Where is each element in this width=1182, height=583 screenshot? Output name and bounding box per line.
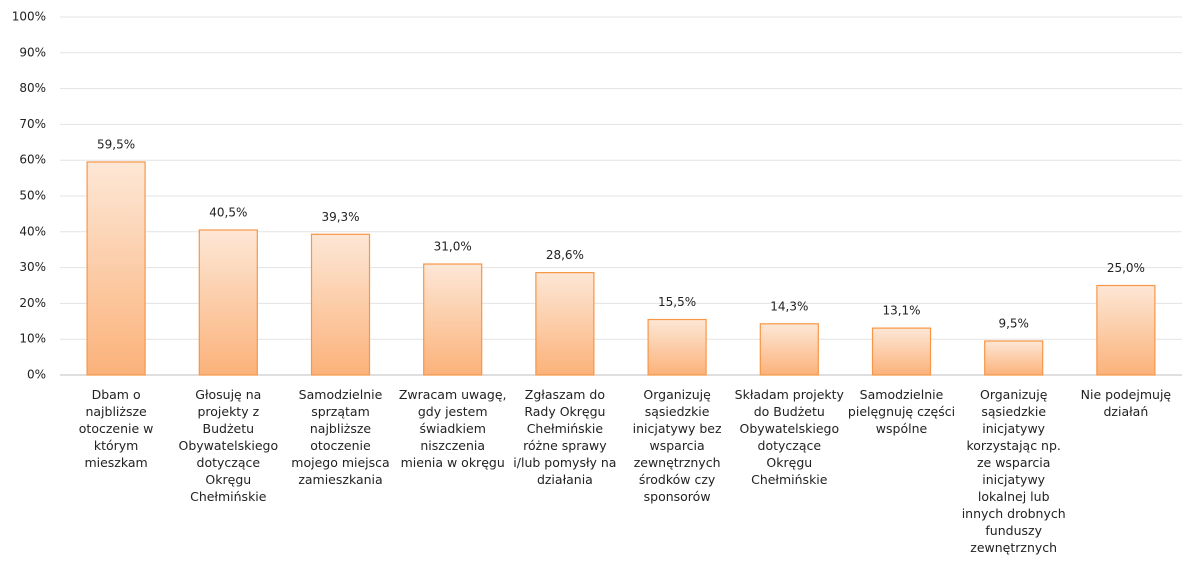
bar — [423, 263, 483, 376]
value-label: 25,0% — [1107, 261, 1145, 275]
x-tick-label: Zgłaszam do Rady Okręgu Chełmińskie różn… — [513, 387, 617, 487]
value-label: 39,3% — [321, 210, 359, 224]
bar — [759, 323, 819, 376]
value-label: 9,5% — [998, 316, 1029, 330]
y-tick-label: 0% — [27, 368, 46, 382]
x-tick-label: Organizuję sąsiedzkie inicjatywy bez wsp… — [632, 387, 722, 504]
y-tick-label: 70% — [19, 117, 46, 131]
y-tick-label: 80% — [19, 81, 46, 95]
value-label: 28,6% — [546, 248, 584, 262]
y-tick-label: 10% — [19, 332, 46, 346]
y-tick-label: 20% — [19, 296, 46, 310]
y-tick-label: 90% — [19, 45, 46, 59]
bar — [535, 272, 595, 376]
value-label: 15,5% — [658, 295, 696, 309]
x-tick-label: Zwracam uwagę, gdy jestem świadkiem nisz… — [398, 387, 507, 470]
y-tick-label: 50% — [19, 189, 46, 203]
value-label: 31,0% — [434, 240, 472, 254]
y-tick-label: 100% — [12, 10, 46, 24]
x-tick-label: Nie podejmuję działań — [1080, 387, 1172, 419]
x-tick-label: Organizuję sąsiedzkie inicjatywy korzyst… — [961, 387, 1066, 555]
y-tick-label: 60% — [19, 153, 46, 167]
value-label: 59,5% — [97, 137, 135, 151]
y-tick-label: 40% — [19, 224, 46, 238]
bar — [871, 327, 932, 376]
x-tick-label: Dbam o najbliższe otoczenie w którym mie… — [78, 387, 154, 470]
bar — [310, 233, 371, 376]
bar — [984, 340, 1044, 376]
x-tick-label: Samodzielnie pielęgnuję części wspólne — [847, 387, 956, 436]
x-tick-label: Samodzielnie sprzątam najbliższe otoczen… — [291, 387, 390, 487]
x-tick-label: Głosuję na projekty z Budżetu Obywatelsk… — [178, 387, 279, 504]
value-label: 14,3% — [770, 299, 808, 313]
bar — [86, 161, 146, 376]
bar — [198, 229, 258, 376]
y-tick-label: 30% — [19, 260, 46, 274]
x-tick-label: Składam projekty do Budżetu Obywatelskie… — [734, 387, 844, 487]
value-label: 40,5% — [209, 206, 247, 220]
value-label: 13,1% — [882, 304, 920, 318]
bar — [647, 318, 707, 376]
bar — [1096, 284, 1156, 376]
